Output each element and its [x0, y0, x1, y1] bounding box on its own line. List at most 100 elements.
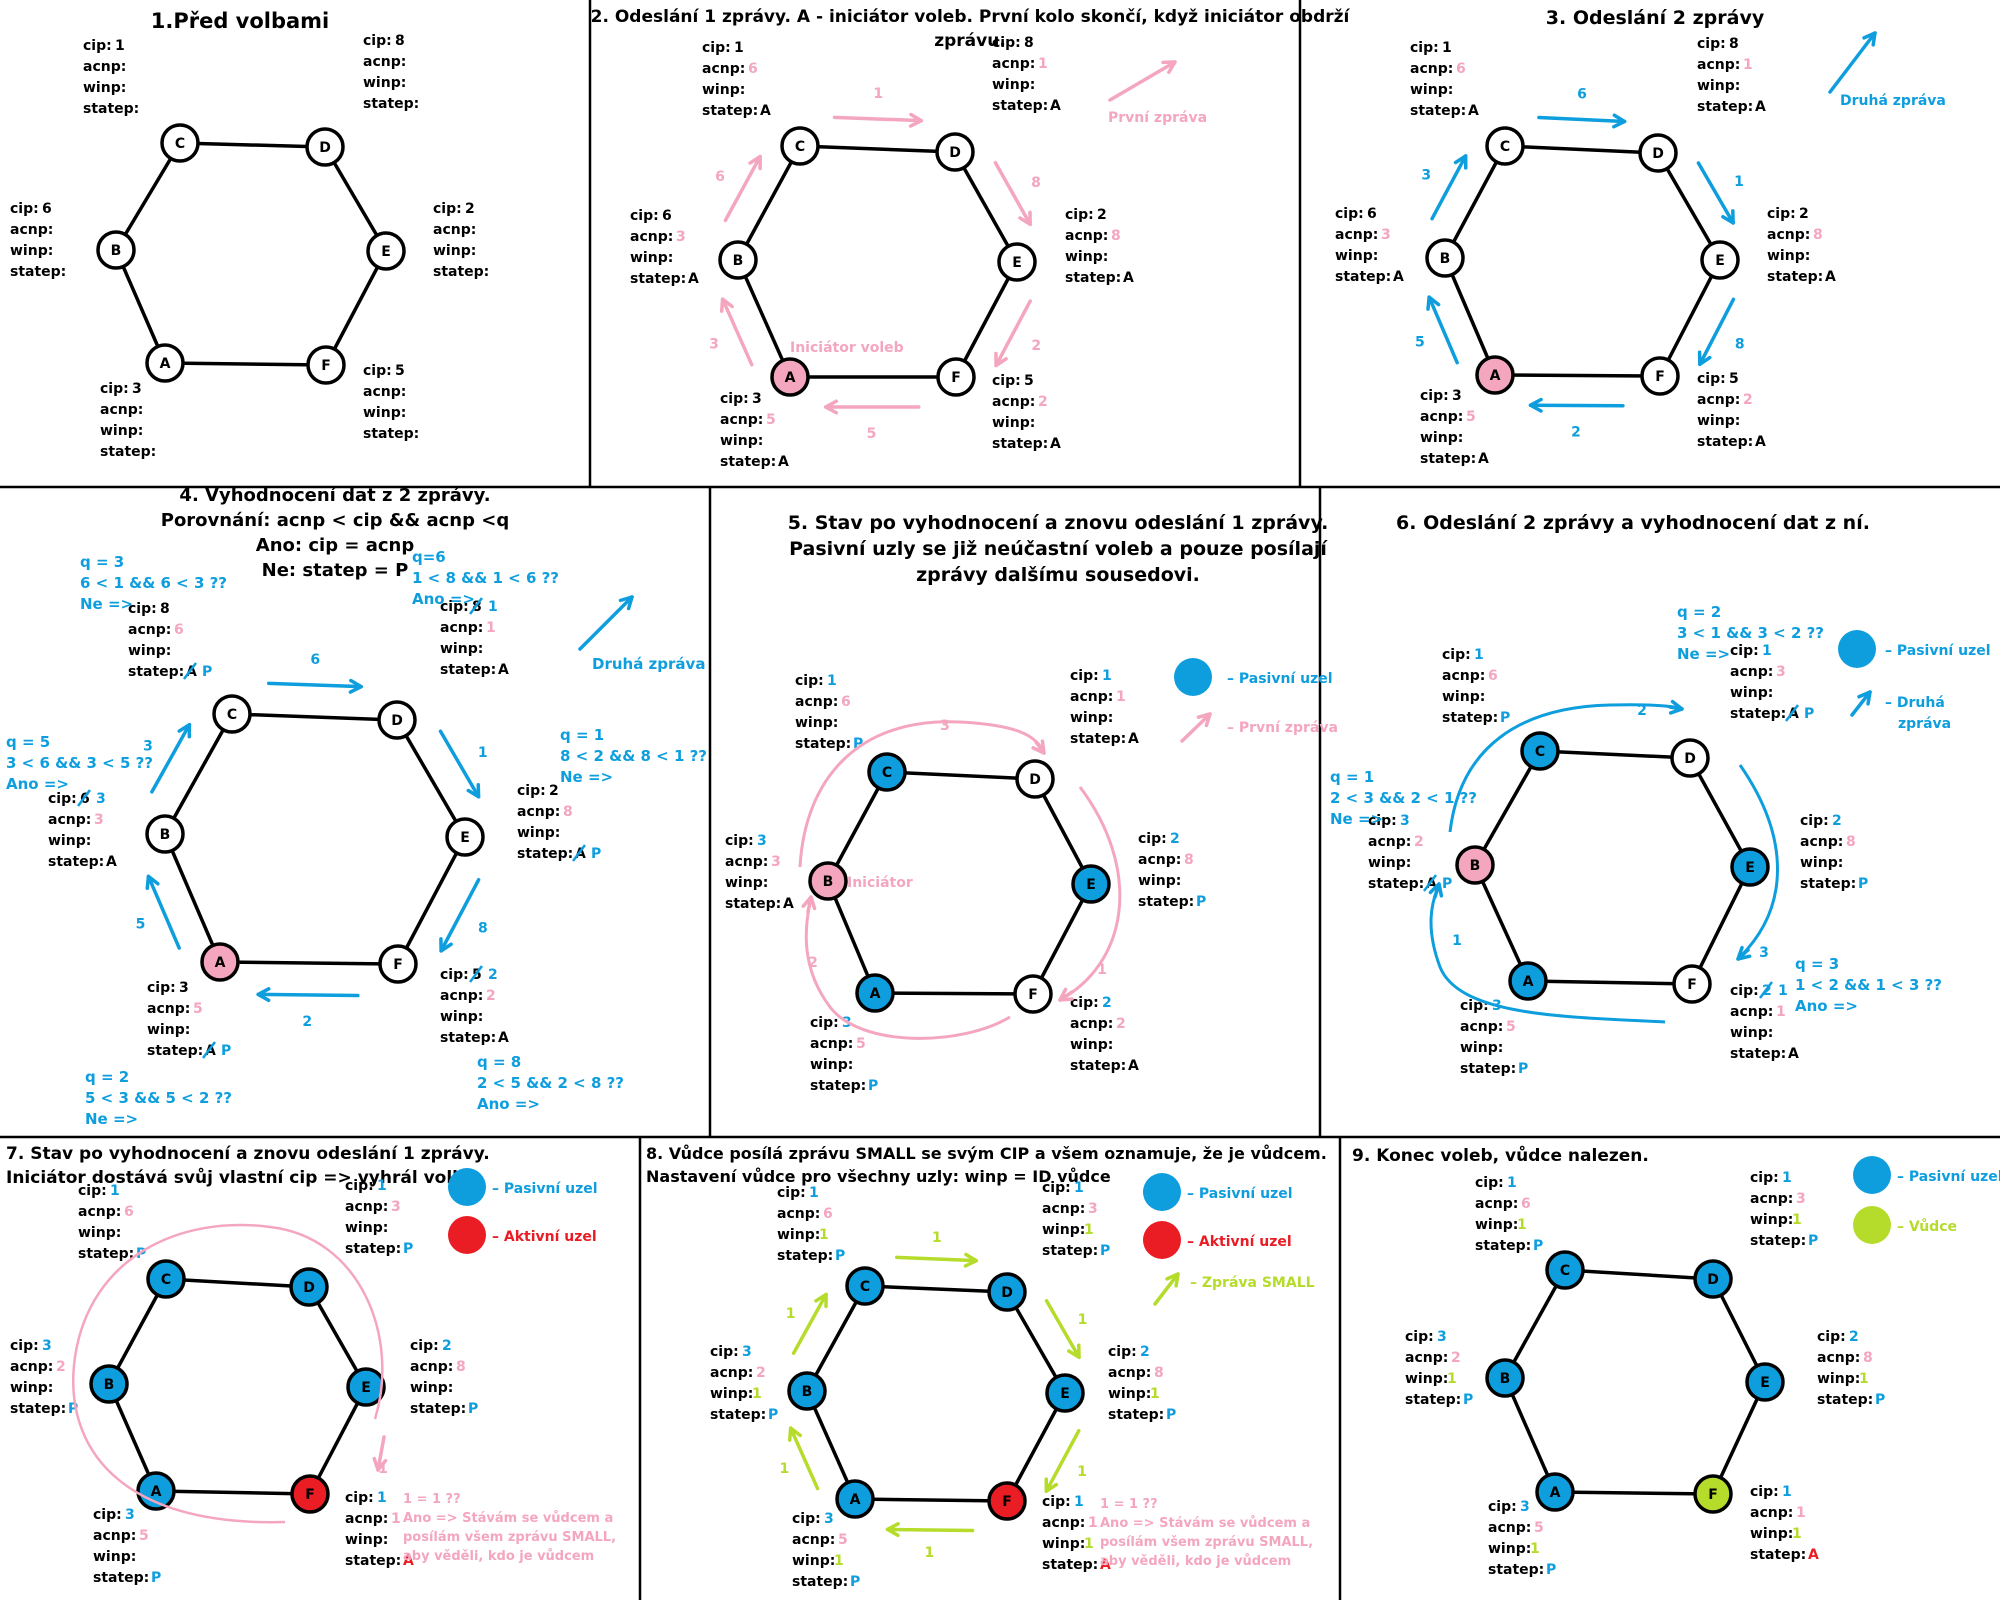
node-letter: F [1655, 369, 1665, 385]
state-value-statep: P [136, 1246, 146, 1262]
node-circle [808, 861, 848, 901]
arrow-value: 1 [1078, 1312, 1088, 1328]
state-label-cip: cip: [345, 1490, 374, 1506]
ring-edge [323, 146, 388, 252]
arrow-value: 1 [1097, 962, 1107, 978]
arrow-shaft [439, 878, 481, 953]
panel-p6: 6. Odeslání 2 zprávy a vyhodnocení dat z… [1330, 512, 1942, 1077]
state-value-acnp: 6 [124, 1204, 134, 1220]
state-value-statep: P [1100, 1243, 1110, 1259]
state-label-cip: cip: [1730, 983, 1759, 999]
state-label-statep: statep: [147, 1043, 203, 1059]
state-value-statep: P [768, 1407, 778, 1423]
ring-edge [219, 960, 399, 966]
state-value-statep: P [1463, 1392, 1473, 1408]
state-label-statep: statep: [1070, 1058, 1126, 1074]
arrow-value: 2 [1637, 703, 1647, 719]
evaluation-line: 1 < 2 && 1 < 3 ?? [1795, 976, 1942, 994]
state-label-acnp: acnp: [410, 1359, 453, 1375]
arrow-shaft [266, 681, 363, 689]
node-circle [1485, 126, 1525, 166]
state-label-cip: cip: [1065, 207, 1094, 223]
state-value-statep: A [498, 662, 509, 678]
message-arrow [1696, 161, 1735, 225]
panel-title: 4. Vyhodnocení dat z 2 zprávy. [179, 485, 490, 506]
state-label-winp: winp: [1108, 1386, 1151, 1402]
node-d: D [289, 1267, 329, 1307]
node-letter: F [1028, 987, 1038, 1003]
node-circle [145, 343, 185, 383]
message-arrow [150, 722, 192, 794]
node-letter: E [460, 830, 470, 846]
node-circle [1672, 964, 1712, 1004]
node-b: B [808, 861, 848, 901]
state-label-winp: winp: [147, 1022, 190, 1038]
node-circle [96, 230, 136, 270]
state-value-acnp: 6 [1456, 61, 1466, 77]
node-a: A [200, 942, 240, 982]
state-label-cip: cip: [1817, 1329, 1846, 1345]
evaluation-a: q = 2 5 < 3 && 5 < 2 ?? Ne => [85, 1068, 232, 1128]
state-value-statep: P [853, 736, 863, 752]
arrow-head [1612, 113, 1627, 129]
node-circle [987, 1272, 1027, 1312]
legend-second-message: – Druhá [1885, 695, 1945, 711]
arrow-shaft [376, 1435, 386, 1472]
state-value-cip: 3 [757, 833, 767, 849]
state-label-statep: statep: [1730, 1046, 1786, 1062]
state-label-cip: cip: [1750, 1484, 1779, 1500]
node-circle [845, 1266, 885, 1306]
state-label-acnp: acnp: [1042, 1201, 1085, 1217]
evaluation-line: q = 3 [80, 553, 124, 571]
state-value-statep: A [498, 1030, 509, 1046]
node-letter: F [1687, 977, 1697, 993]
state-label-winp: winp: [1042, 1536, 1085, 1552]
state-value-acnp: 3 [1776, 664, 1786, 680]
panel-title: Ne: statep = P [262, 560, 409, 581]
arrow-head [963, 1252, 978, 1268]
state-value-winp: 1 [1792, 1526, 1802, 1542]
ring-edge [1503, 1377, 1557, 1493]
strike-mark [1785, 704, 1799, 722]
arrow-head [1528, 397, 1543, 413]
state-value-acnp: 8 [1184, 852, 1194, 868]
message-path [1738, 764, 1779, 959]
ring-edge [1473, 864, 1530, 982]
arrow-head [618, 595, 634, 611]
state-value-acnp: 3 [676, 229, 686, 245]
state-value-statep: P [835, 1248, 845, 1264]
node-f: F [987, 1481, 1027, 1521]
state-label-acnp: acnp: [702, 61, 745, 77]
evaluation-f: q = 8 2 < 5 && 2 < 8 ?? Ano => [477, 1053, 624, 1113]
state-label-acnp: acnp: [363, 54, 406, 70]
state-label-acnp: acnp: [1750, 1191, 1793, 1207]
state-value-acnp: 6 [823, 1206, 833, 1222]
arrow-value: 2 [808, 955, 818, 971]
legend-first-message: – První zpráva [1227, 720, 1338, 736]
state-label-cip: cip: [1410, 40, 1439, 56]
state-label-winp: winp: [702, 82, 745, 98]
state-value-acnp: 8 [1154, 1365, 1164, 1381]
state-value-acnp: 2 [1414, 834, 1424, 850]
node-circle [1455, 845, 1495, 885]
node-b: B [145, 814, 185, 854]
node-d: D [1015, 759, 1055, 799]
state-value-cip: 2 [465, 201, 475, 217]
node-circle [1693, 1259, 1733, 1299]
arrow-value: 2 [1031, 338, 1041, 354]
state-value-acnp: 1 [1088, 1515, 1098, 1531]
arrow-shaft [438, 729, 481, 799]
state-label-cip: cip: [1697, 371, 1726, 387]
arrow-shaft [146, 874, 181, 950]
arrow-value: 5 [867, 426, 877, 442]
state-value-cip: 1 [1074, 1180, 1084, 1196]
state-label-acnp: acnp: [792, 1532, 835, 1548]
state-label-winp: winp: [1442, 689, 1485, 705]
